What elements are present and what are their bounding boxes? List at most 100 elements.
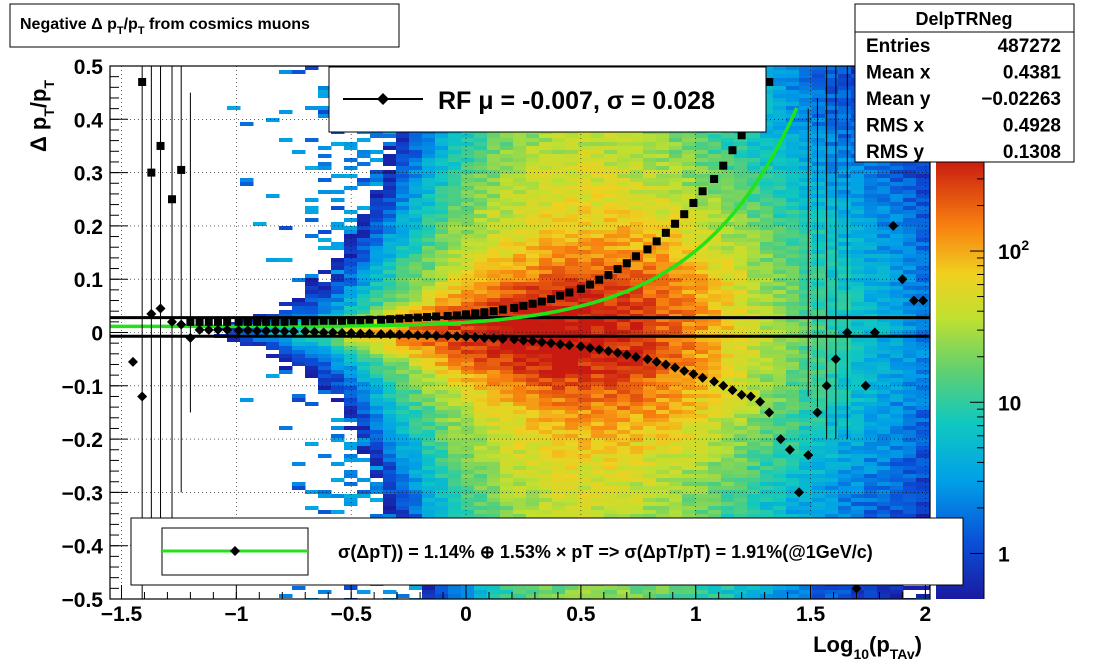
- heat-cell: [552, 354, 566, 358]
- heat-cell: [617, 514, 631, 518]
- heat-cell: [500, 230, 514, 234]
- heat-cell: [786, 202, 800, 206]
- heat-cell: [526, 294, 540, 298]
- heat-cell: [383, 310, 397, 314]
- heat-cell: [409, 414, 423, 418]
- heat-cell: [409, 150, 423, 154]
- heat-cell: [370, 442, 384, 446]
- heat-cell: [500, 354, 514, 358]
- heat-cell: [604, 378, 618, 382]
- heat-cell: [539, 374, 553, 378]
- heat-cell: [786, 510, 800, 514]
- heat-cell: [734, 174, 748, 178]
- heat-cell: [786, 142, 800, 146]
- heat-cell: [344, 378, 358, 382]
- heat-cell: [617, 510, 631, 514]
- heat-cell: [344, 386, 358, 390]
- heat-cell: [630, 314, 644, 318]
- heat-cell: [552, 442, 566, 446]
- heat-cell: [344, 474, 358, 478]
- heat-cell: [474, 474, 488, 478]
- heat-cell: [708, 498, 722, 502]
- heat-cell: [656, 286, 670, 290]
- heat-cell: [617, 254, 631, 258]
- heat-cell: [799, 230, 813, 234]
- heat-cell: [578, 350, 592, 354]
- heat-cell: [435, 154, 449, 158]
- heat-cell: [656, 226, 670, 230]
- heat-cell: [448, 454, 462, 458]
- heat-cell: [383, 362, 397, 366]
- heat-cell: [526, 266, 540, 270]
- heat-cell: [396, 506, 410, 510]
- heat-cell: [526, 382, 540, 386]
- heat-cell: [539, 234, 553, 238]
- heat-cell: [461, 154, 475, 158]
- heat-cell: [760, 482, 774, 486]
- heat-cell: [474, 186, 488, 190]
- heat-cell: [578, 410, 592, 414]
- heat-cell: [500, 358, 514, 362]
- heat-cell: [656, 294, 670, 298]
- heat-cell: [617, 398, 631, 402]
- heat-cell: [760, 382, 774, 386]
- heat-cell: [721, 438, 735, 442]
- heat-cell: [656, 430, 670, 434]
- heat-cell: [461, 182, 475, 186]
- heat-cell: [487, 150, 501, 154]
- heat-cell: [747, 398, 761, 402]
- heat-cell: [734, 150, 748, 154]
- heat-cell: [552, 458, 566, 462]
- heat-cell: [747, 142, 761, 146]
- heat-cell: [591, 190, 605, 194]
- heat-cell: [734, 286, 748, 290]
- heat-cell: [539, 210, 553, 214]
- heat-cell: [799, 446, 813, 450]
- heat-cell: [396, 498, 410, 502]
- heat-cell: [773, 514, 787, 518]
- heat-cell: [669, 474, 683, 478]
- heat-cell: [279, 350, 293, 354]
- heat-cell: [643, 330, 657, 334]
- heat-cell: [760, 210, 774, 214]
- heat-cell: [435, 214, 449, 218]
- heat-cell: [760, 378, 774, 382]
- heat-cell: [409, 394, 423, 398]
- heat-cell: [513, 234, 527, 238]
- heat-cell: [578, 178, 592, 182]
- heat-cell: [786, 494, 800, 498]
- heat-cell: [513, 278, 527, 282]
- heat-cell: [409, 438, 423, 442]
- heat-cell: [604, 222, 618, 226]
- heat-cell: [786, 122, 800, 126]
- heat-cell: [461, 138, 475, 142]
- heat-cell: [396, 442, 410, 446]
- heat-cell: [409, 358, 423, 362]
- heat-cell: [396, 190, 410, 194]
- heat-cell: [487, 430, 501, 434]
- heat-cell: [799, 114, 813, 118]
- heat-cell: [630, 222, 644, 226]
- heat-cell: [578, 202, 592, 206]
- heat-cell: [591, 282, 605, 286]
- heat-cell: [643, 318, 657, 322]
- heat-cell: [799, 70, 813, 74]
- heat-cell: [799, 250, 813, 254]
- heat-cell: [422, 426, 436, 430]
- heat-cell: [539, 350, 553, 354]
- heat-cell: [422, 406, 436, 410]
- heat-cell: [500, 218, 514, 222]
- heat-cell: [695, 178, 709, 182]
- heat-cell: [422, 170, 436, 174]
- heat-cell: [370, 302, 384, 306]
- heat-cell: [487, 494, 501, 498]
- heat-cell: [370, 414, 384, 418]
- heat-cell: [539, 178, 553, 182]
- heat-cell: [383, 290, 397, 294]
- heat-cell: [721, 242, 735, 246]
- heat-cell: [734, 206, 748, 210]
- heat-cell: [578, 294, 592, 298]
- heat-cell: [344, 270, 358, 274]
- heat-cell: [591, 302, 605, 306]
- heat-cell: [630, 186, 644, 190]
